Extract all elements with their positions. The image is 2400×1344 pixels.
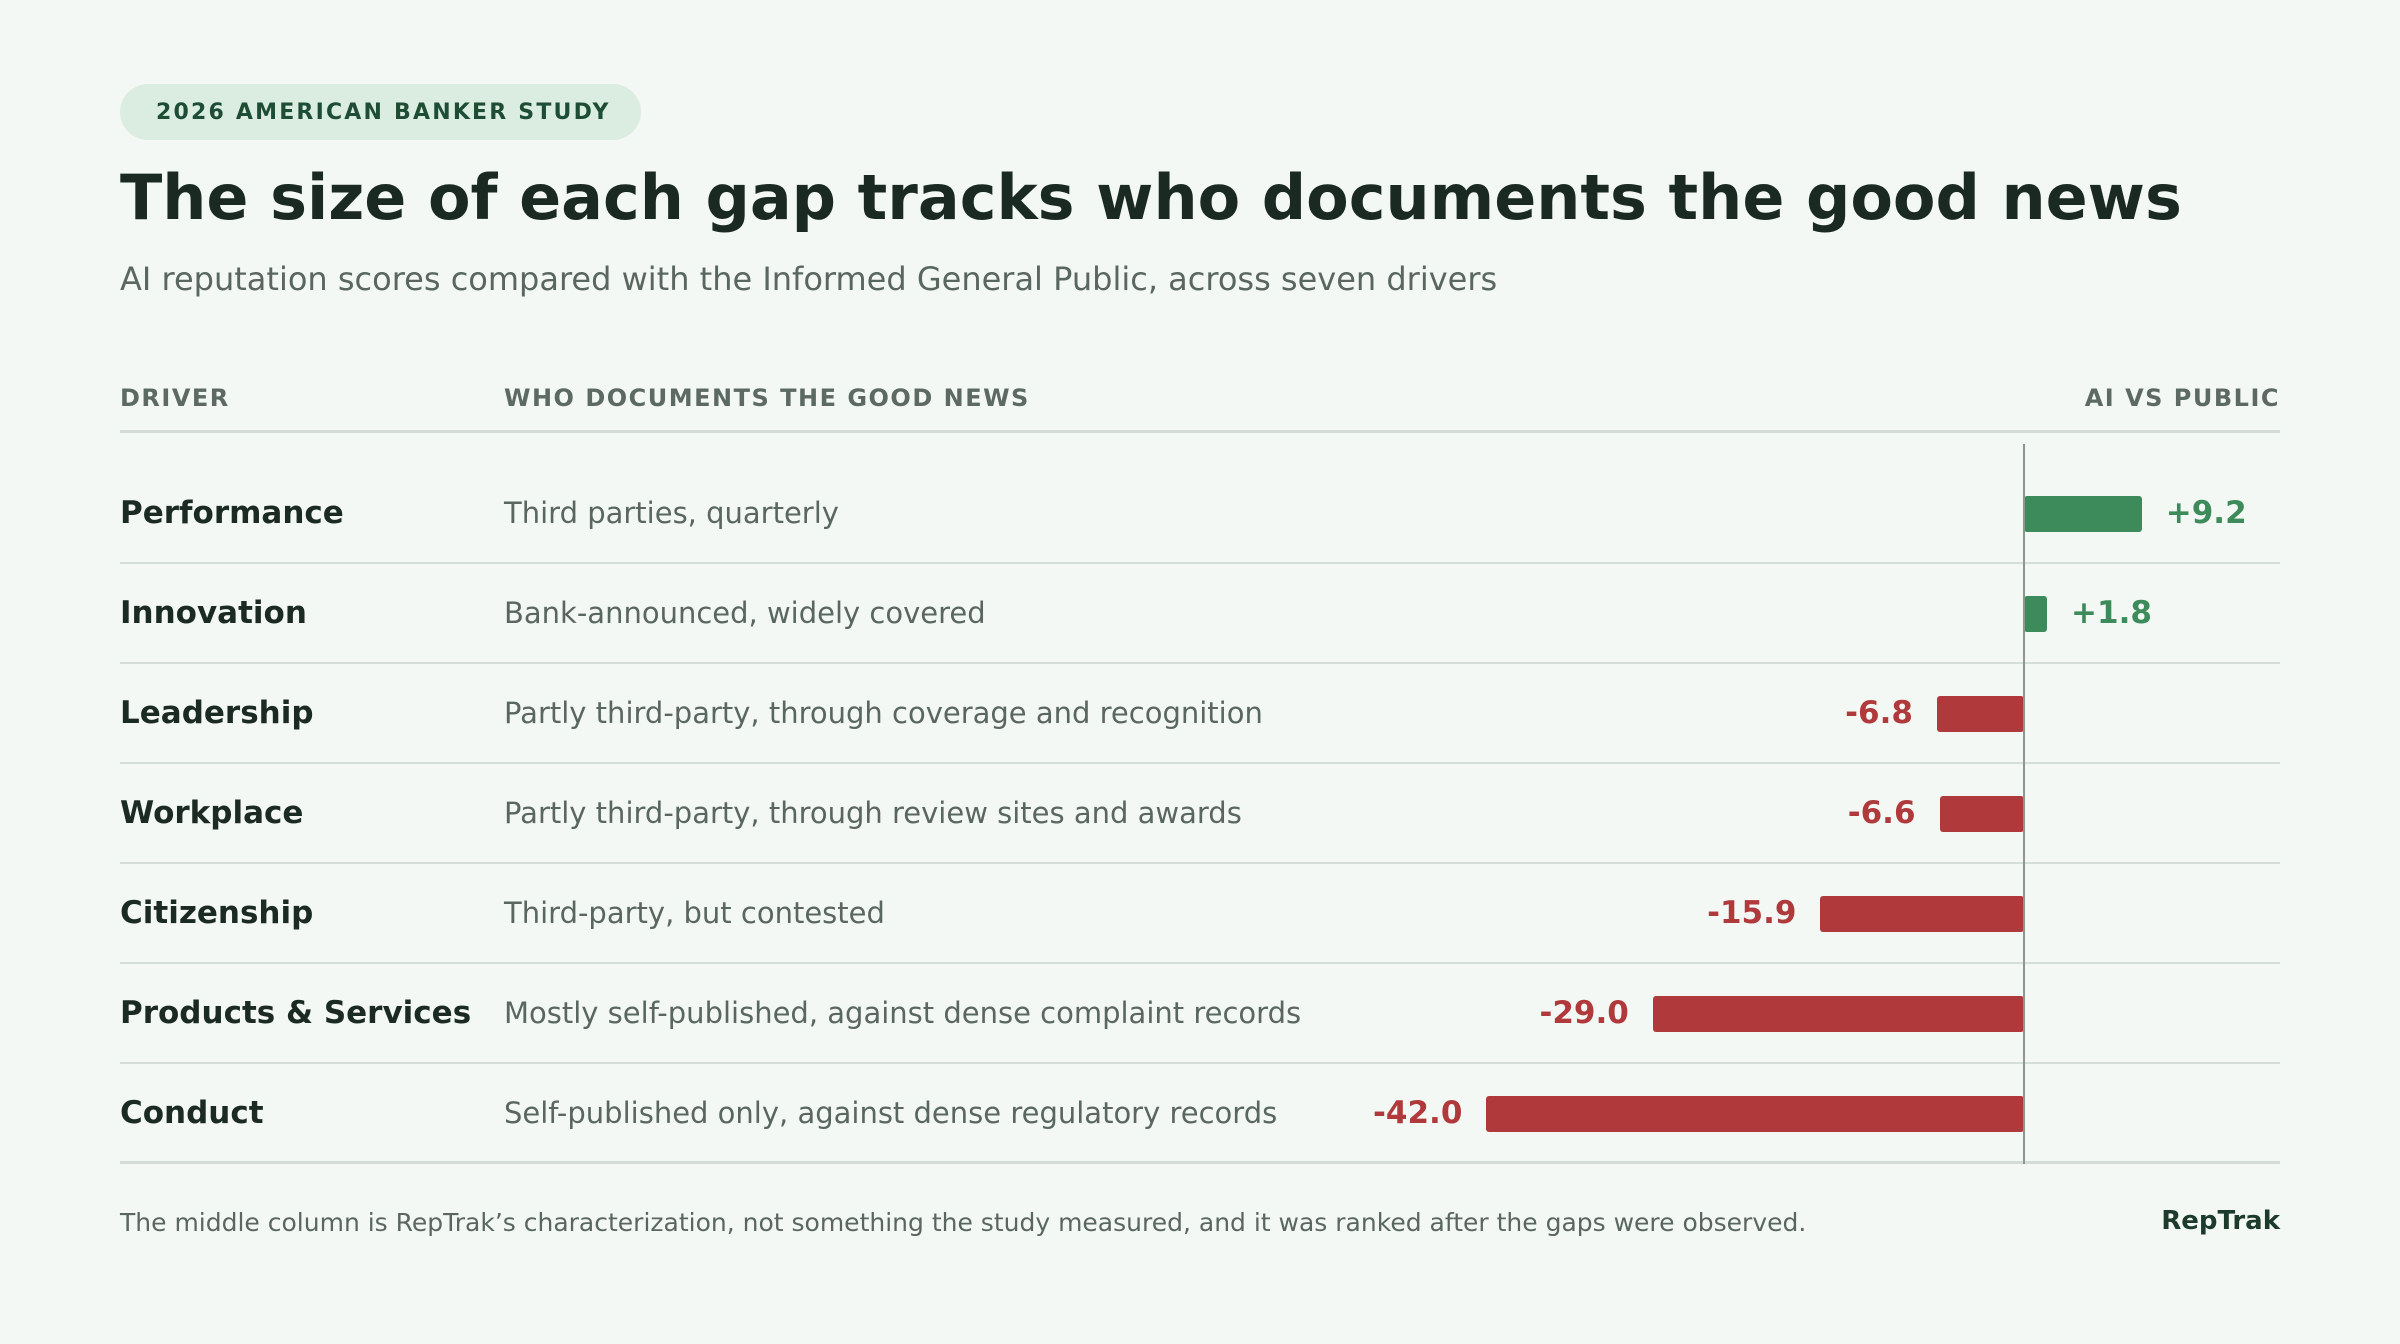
gap-value-label: -29.0 <box>1539 995 1629 1031</box>
table-row: Workplace Partly third-party, through rev… <box>120 764 2280 864</box>
driver-label: Innovation <box>120 595 307 631</box>
gap-bar <box>1652 996 2024 1032</box>
table-row: Conduct Self-published only, against dens… <box>120 1064 2280 1164</box>
source-description: Third-party, but contested <box>504 896 885 930</box>
gap-bar <box>1486 1096 2024 1132</box>
gap-bar <box>1939 796 2024 832</box>
driver-table: Performance Third parties, quarterly +9.2 I… <box>120 464 2280 1164</box>
driver-label: Workplace <box>120 795 304 831</box>
column-header-driver: DRIVER <box>120 384 230 412</box>
table-row: Innovation Bank-announced, widely covered… <box>120 564 2280 664</box>
source-description: Mostly self-published, against dense com… <box>504 996 1302 1030</box>
gap-value-label: -6.6 <box>1847 795 1916 831</box>
gap-bar <box>2024 596 2048 632</box>
gap-value-label: +9.2 <box>2165 495 2247 531</box>
table-row: Performance Third parties, quarterly +9.2 <box>120 464 2280 564</box>
source-description: Third parties, quarterly <box>504 496 839 530</box>
driver-label: Conduct <box>120 1094 264 1131</box>
gap-value-label: -42.0 <box>1373 1094 1463 1131</box>
source-description: Partly third-party, through coverage and… <box>504 696 1263 730</box>
gap-value-label: +1.8 <box>2071 595 2152 631</box>
footnote: The middle column is RepTrak’s character… <box>120 1208 1807 1237</box>
source-description: Bank-announced, widely covered <box>504 596 986 630</box>
column-header-who-documents: WHO DOCUMENTS THE GOOD NEWS <box>504 384 1030 412</box>
gap-bar <box>1936 696 2024 732</box>
driver-label: Products & Services <box>120 995 472 1031</box>
gap-value-label: -15.9 <box>1707 895 1797 931</box>
table-row: Leadership Partly third-party, through co… <box>120 664 2280 764</box>
study-badge: 2026 AMERICAN BANKER STUDY <box>120 84 641 140</box>
column-header-ai-vs-public: AI VS PUBLIC <box>2084 384 2280 412</box>
gap-bar <box>2024 496 2142 532</box>
header-divider <box>120 430 2280 433</box>
driver-label: Performance <box>120 495 344 531</box>
source-description: Self-published only, against dense regul… <box>504 1095 1278 1130</box>
source-description: Partly third-party, through review sites… <box>504 796 1242 830</box>
gap-bar <box>1820 896 2024 932</box>
zero-baseline <box>2023 444 2025 1164</box>
gap-value-label: -6.8 <box>1845 695 1913 731</box>
driver-label: Citizenship <box>120 895 314 931</box>
page-subtitle: AI reputation scores compared with the I… <box>120 260 1498 298</box>
driver-label: Leadership <box>120 695 314 731</box>
table-row: Citizenship Third-party, but contested -15… <box>120 864 2280 964</box>
page-title: The size of each gap tracks who document… <box>120 161 2182 234</box>
table-row: Products & Services Mostly self-published… <box>120 964 2280 1064</box>
brand-logo-text: RepTrak <box>2161 1206 2280 1236</box>
